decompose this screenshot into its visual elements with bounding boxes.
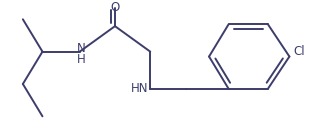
- Text: N: N: [77, 42, 86, 55]
- Text: H: H: [77, 53, 86, 66]
- Text: HN: HN: [131, 82, 148, 95]
- Text: Cl: Cl: [293, 45, 305, 58]
- Text: O: O: [111, 1, 120, 14]
